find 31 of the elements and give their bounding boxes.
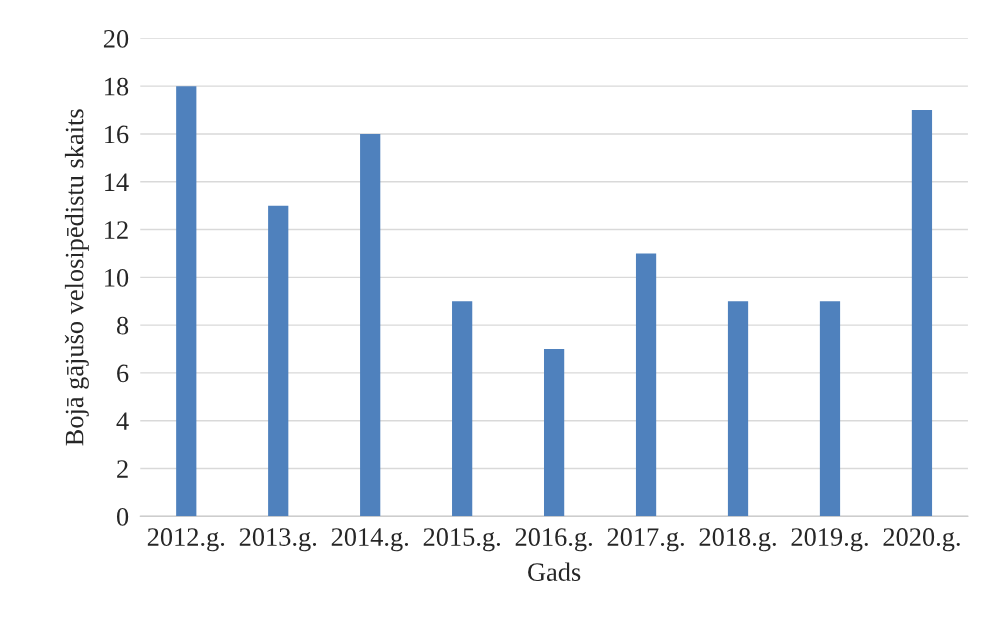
bar bbox=[819, 301, 841, 517]
x-tick-label: 2020.g. bbox=[883, 528, 960, 552]
bar bbox=[543, 349, 565, 517]
bar bbox=[176, 86, 197, 517]
y-tick-label: 18 bbox=[105, 77, 129, 96]
y-tick-label: 16 bbox=[105, 125, 129, 144]
y-tick-label: 6 bbox=[117, 364, 129, 383]
y-tick-label: 20 bbox=[103, 29, 129, 48]
x-tick-label: 2014.g. bbox=[331, 528, 409, 552]
y-tick-label: 10 bbox=[105, 268, 129, 287]
y-tick-label: 14 bbox=[105, 173, 129, 191]
y-axis-title: Bojā gājušo velosipēdistu skaits bbox=[64, 109, 89, 446]
bar bbox=[268, 205, 289, 517]
x-tick-label: 2016.g. bbox=[515, 528, 592, 552]
x-tick-label: 2018.g. bbox=[699, 528, 776, 552]
bar bbox=[452, 301, 473, 517]
bar bbox=[635, 253, 657, 517]
x-tick-label: 2015.g. bbox=[423, 528, 500, 552]
y-tick-label: 0 bbox=[116, 507, 129, 526]
x-tick-label: 2017.g. bbox=[607, 528, 684, 552]
x-tick-label: 2013.g. bbox=[239, 528, 317, 552]
x-tick-label: 2019.g. bbox=[791, 528, 868, 552]
y-tick-label: 2 bbox=[117, 460, 128, 478]
bar bbox=[360, 133, 381, 517]
x-tick-label: 2012.g. bbox=[147, 528, 225, 552]
bar bbox=[727, 301, 749, 517]
y-tick-label: 12 bbox=[105, 221, 128, 239]
x-axis-title: Gads bbox=[528, 562, 581, 582]
y-tick-label: 4 bbox=[116, 412, 129, 430]
y-tick-label: 8 bbox=[116, 316, 129, 335]
bar bbox=[911, 110, 933, 517]
